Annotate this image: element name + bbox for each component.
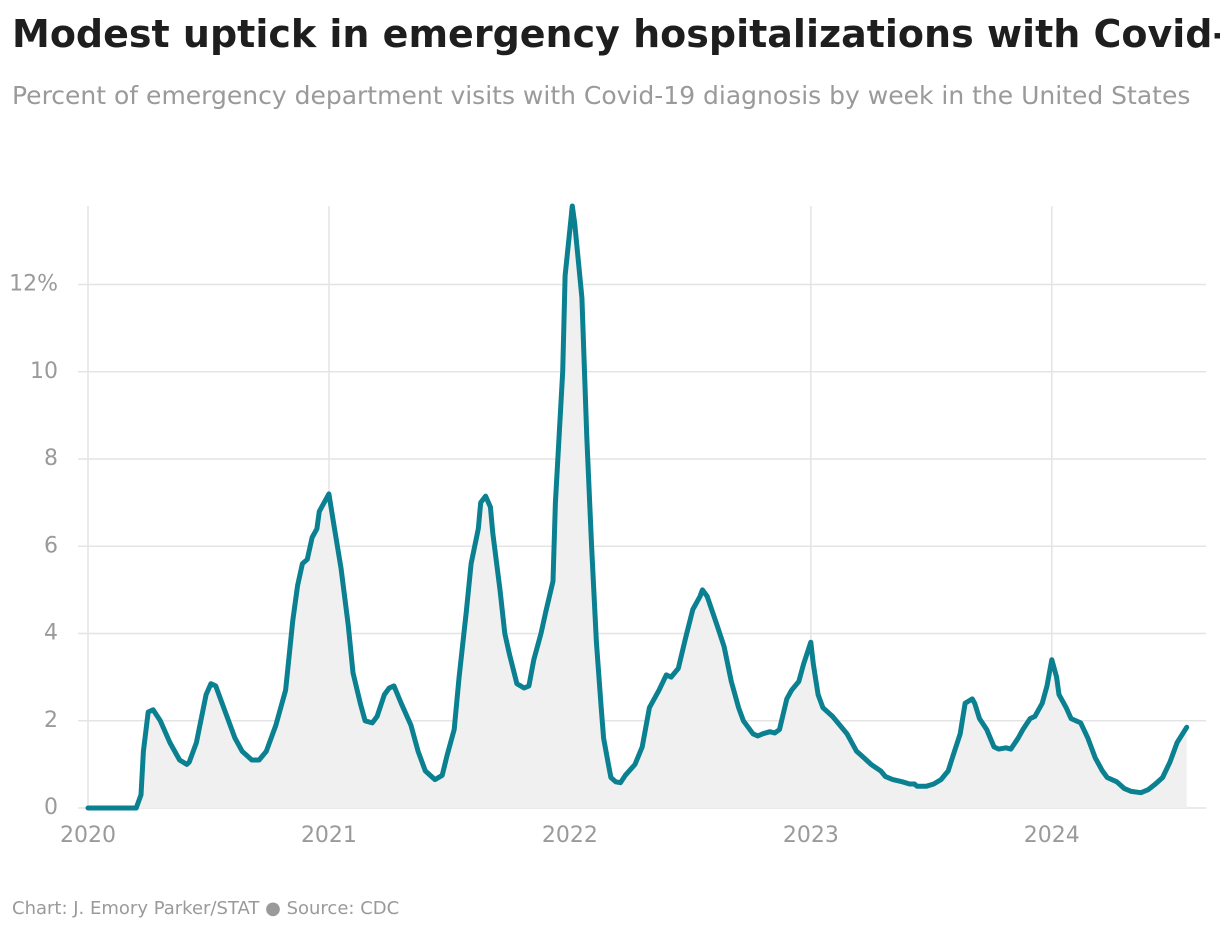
y-tick-label: 10	[30, 359, 58, 384]
chart-title: Modest uptick in emergency hospitalizati…	[12, 12, 1220, 56]
y-tick-label: 2	[44, 708, 58, 733]
chart-footer: Chart: J. Emory Parker/STAT ● Source: CD…	[12, 898, 400, 919]
x-tick-label: 2022	[542, 823, 598, 848]
x-tick-label: 2020	[60, 823, 116, 848]
x-tick-label: 2024	[1024, 823, 1080, 848]
y-tick-label: 12%	[9, 272, 58, 297]
y-tick-label: 6	[44, 533, 58, 558]
y-tick-label: 8	[44, 446, 58, 471]
chart-subtitle: Percent of emergency department visits w…	[12, 81, 1191, 110]
y-tick-label: 0	[44, 795, 58, 820]
y-tick-label: 4	[44, 621, 58, 646]
x-tick-label: 2021	[301, 823, 357, 848]
x-tick-label: 2023	[783, 823, 839, 848]
line	[85, 203, 1190, 811]
area	[88, 206, 1187, 808]
